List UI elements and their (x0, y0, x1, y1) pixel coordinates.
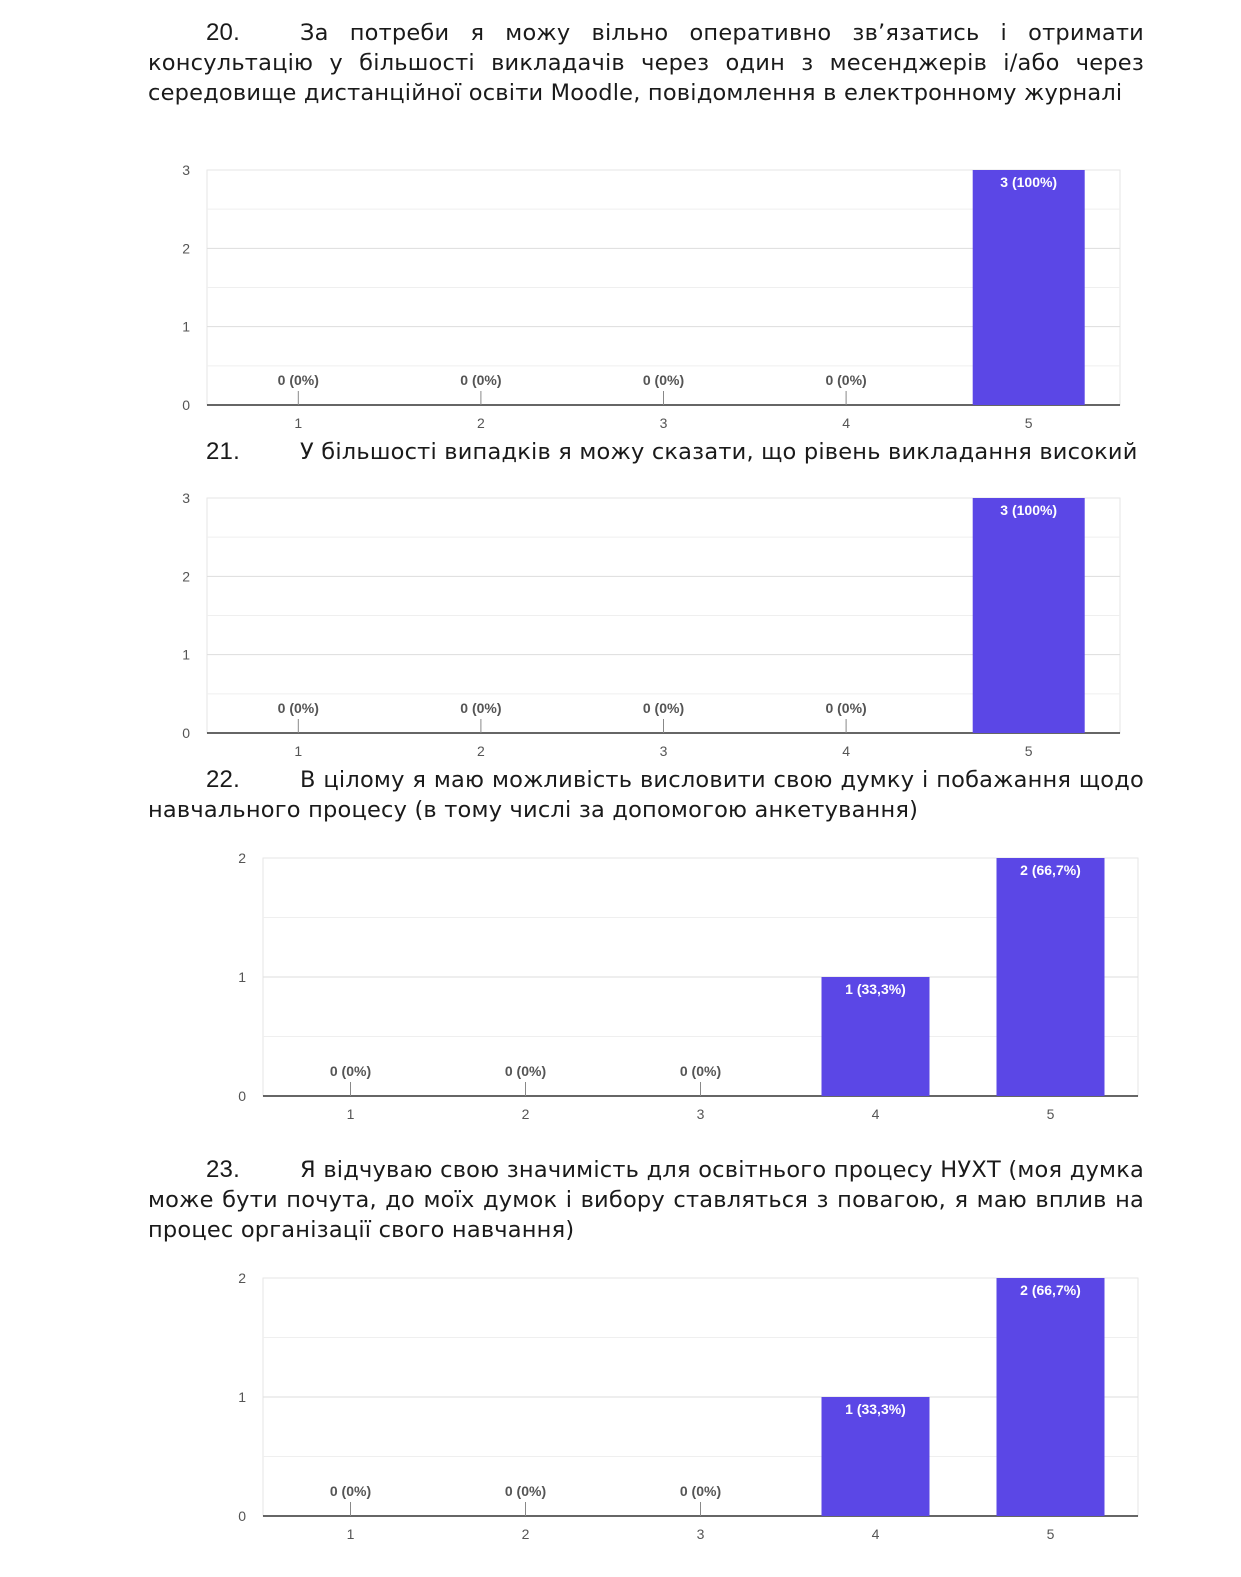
data-label: 0 (0%) (643, 700, 684, 716)
x-tick-label: 1 (294, 743, 302, 759)
chart-svg: 0 1 2 0 (0%) 1 0 (0%) 2 0 (0%) 3 1 (33,3%) 4 2 (66,… (238, 1270, 1139, 1542)
y-tick-label: 1 (182, 319, 190, 335)
data-label: 0 (0%) (505, 1483, 546, 1499)
x-tick-label: 4 (842, 743, 850, 759)
x-tick-label: 4 (842, 415, 850, 431)
data-label: 2 (66,7%) (1020, 862, 1081, 878)
x-tick-label: 2 (522, 1106, 530, 1122)
question-22: 22. В цілому я маю можливість висловити с… (148, 765, 1144, 825)
data-label: 0 (0%) (278, 700, 319, 716)
y-tick-label: 2 (238, 1270, 246, 1286)
x-tick-label: 3 (660, 743, 668, 759)
x-tick-label: 3 (660, 415, 668, 431)
question-number: 21. (206, 438, 240, 465)
x-tick-label: 5 (1025, 743, 1033, 759)
y-tick-label: 2 (182, 240, 190, 256)
x-tick-label: 2 (477, 415, 485, 431)
data-label: 1 (33,3%) (845, 981, 906, 997)
data-label: 0 (0%) (330, 1063, 371, 1079)
y-tick-label: 0 (182, 725, 190, 741)
x-tick-label: 2 (477, 743, 485, 759)
x-tick-label: 1 (347, 1526, 355, 1542)
data-label: 0 (0%) (680, 1483, 721, 1499)
y-tick-label: 3 (182, 490, 190, 506)
data-label: 3 (100%) (1000, 502, 1057, 518)
y-tick-label: 2 (238, 850, 246, 866)
x-tick-label: 3 (697, 1526, 705, 1542)
x-tick-label: 5 (1047, 1106, 1055, 1122)
y-tick-label: 1 (238, 1389, 246, 1405)
question-text: У більшості випадків я можу сказати, що … (300, 439, 1138, 465)
y-tick-label: 1 (182, 647, 190, 663)
data-label: 0 (0%) (643, 372, 684, 388)
y-tick-label: 3 (182, 162, 190, 178)
bar (996, 1278, 1105, 1516)
question-text: В цілому я маю можливість висловити свою… (148, 767, 1144, 823)
question-21: 21. У більшості випадків я можу сказати, … (148, 437, 1144, 467)
question-23: 23. Я відчуваю свою значимість для освітн… (148, 1155, 1144, 1245)
data-label: 0 (0%) (825, 700, 866, 716)
data-label: 0 (0%) (278, 372, 319, 388)
bar-chart-q22: 0 1 2 0 (0%) 1 0 (0%) 2 0 (0%) 3 1 (33,3%) 4 2 (66,… (226, 848, 1139, 1128)
bar (972, 498, 1085, 733)
x-tick-label: 5 (1047, 1526, 1055, 1542)
question-number: 22. (206, 766, 240, 793)
chart-svg: 0 1 2 3 0 (0%) 1 0 (0%) 2 0 (0%) 3 0 (0%) 4 3 (100%)… (182, 490, 1121, 759)
y-tick-label: 1 (238, 969, 246, 985)
y-tick-label: 0 (182, 397, 190, 413)
x-tick-label: 5 (1025, 415, 1033, 431)
question-20: 20. За потреби я можу вільно оперативно з… (148, 18, 1144, 108)
bar (821, 1397, 930, 1516)
data-label: 0 (0%) (825, 372, 866, 388)
data-label: 0 (0%) (505, 1063, 546, 1079)
bar-chart-q23: 0 1 2 0 (0%) 1 0 (0%) 2 0 (0%) 3 1 (33,3%) 4 2 (66,… (226, 1268, 1139, 1548)
question-number: 20. (206, 19, 240, 46)
data-label: 0 (0%) (460, 372, 501, 388)
data-label: 0 (0%) (330, 1483, 371, 1499)
x-tick-label: 1 (347, 1106, 355, 1122)
x-tick-label: 4 (872, 1526, 880, 1542)
x-tick-label: 3 (697, 1106, 705, 1122)
y-tick-label: 0 (238, 1508, 246, 1524)
question-number: 23. (206, 1156, 240, 1183)
data-label: 3 (100%) (1000, 174, 1057, 190)
data-label: 0 (0%) (680, 1063, 721, 1079)
data-label: 0 (0%) (460, 700, 501, 716)
question-text: За потреби я можу вільно оперативно зв’я… (148, 20, 1144, 106)
x-tick-label: 2 (522, 1526, 530, 1542)
x-tick-label: 1 (294, 415, 302, 431)
y-tick-label: 0 (238, 1088, 246, 1104)
question-text: Я відчуваю свою значимість для освітньог… (148, 1157, 1144, 1243)
data-label: 1 (33,3%) (845, 1401, 906, 1417)
data-label: 2 (66,7%) (1020, 1282, 1081, 1298)
x-tick-label: 4 (872, 1106, 880, 1122)
bar (972, 170, 1085, 405)
bar (821, 977, 930, 1096)
chart-svg: 0 1 2 3 0 (0%) 1 0 (0%) 2 0 (0%) 3 0 (0%) 4 3 (100%)… (182, 162, 1121, 431)
bar-chart-q21: 0 1 2 3 0 (0%) 1 0 (0%) 2 0 (0%) 3 0 (0%) 4 3 (100%)… (170, 488, 1122, 763)
chart-svg: 0 1 2 0 (0%) 1 0 (0%) 2 0 (0%) 3 1 (33,3%) 4 2 (66,… (238, 850, 1139, 1122)
bar-chart-q20: 0 1 2 3 0 (0%) 1 0 (0%) 2 0 (0%) 3 0 (0%) 4 3 (100%)… (170, 160, 1122, 435)
y-tick-label: 2 (182, 568, 190, 584)
bar (996, 858, 1105, 1096)
